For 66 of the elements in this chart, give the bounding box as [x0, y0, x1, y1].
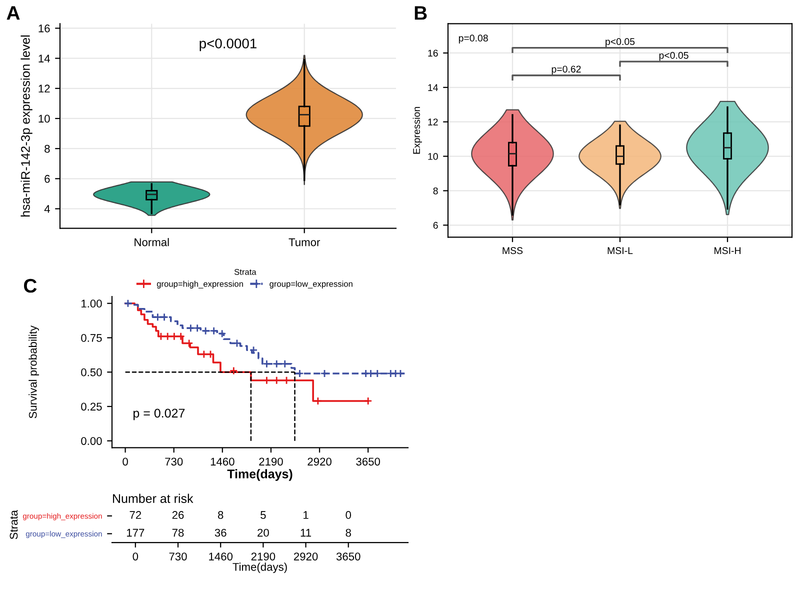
y-tick-label: 6: [44, 174, 50, 183]
x-tick-label: 0: [132, 552, 138, 560]
x-tick-label: 2920: [308, 458, 332, 466]
x-tick-label: 3650: [356, 458, 380, 466]
y-tick-label: 16: [428, 50, 438, 57]
chart-title: B: [414, 6, 427, 20]
annotation: p=0.62: [552, 66, 581, 75]
legend-label: group=low_expression: [270, 280, 352, 288]
x-tick-label: 0: [122, 458, 128, 466]
chart-title: Number at risk: [113, 494, 194, 503]
annotation: p<0.05: [606, 38, 635, 47]
y-axis-title: Strata: [10, 510, 18, 540]
data-label: 20: [258, 528, 269, 537]
x-tick-label: 1460: [210, 458, 234, 466]
x-tick-label: MSI-L: [608, 247, 633, 254]
legend-title: Strata: [234, 268, 256, 275]
x-axis-title: Time(days): [232, 562, 287, 574]
data-label: 8: [346, 528, 351, 537]
y-tick-label: 0.00: [81, 437, 102, 445]
x-tick-label: Tumor: [288, 238, 320, 246]
y-tick-label: 12: [38, 84, 50, 92]
y-tick-label: 4: [44, 205, 50, 213]
y-tick-label: 14: [428, 84, 438, 91]
y-tick-label: 0.25: [81, 402, 102, 411]
x-tick-label: 2190: [259, 458, 283, 466]
y-axis-title: Expression: [412, 107, 422, 154]
chart-title: A: [6, 6, 20, 20]
annotation: p = 0.027: [134, 408, 185, 420]
y-tick-label: 0.50: [81, 368, 102, 376]
x-tick-label: 730: [169, 552, 187, 560]
y-tick-label: 0.75: [81, 334, 102, 342]
x-tick-label: Normal: [134, 238, 169, 246]
y-tick-label: 1.00: [82, 300, 102, 308]
data-label: 177: [127, 528, 144, 537]
x-tick-label: 3650: [336, 552, 360, 560]
y-tick-label: 10: [428, 153, 438, 160]
y-axis-title: hsa-miR-142-3p expression level: [20, 35, 32, 216]
y-tick-label: 6: [433, 222, 438, 229]
y-tick-label: 10: [38, 114, 50, 123]
data-label: 72: [130, 511, 142, 519]
data-label: 78: [172, 528, 184, 537]
x-tick-label: MSS: [502, 247, 523, 254]
data-label: 11: [300, 528, 312, 537]
y-tick-label: 8: [433, 187, 438, 194]
y-axis-title: Survival probability: [28, 326, 39, 418]
data-label: 5: [260, 511, 266, 519]
chart-title: C: [24, 278, 37, 293]
x-tick-label: MSI-H: [714, 247, 740, 254]
annotation: p<0.05: [659, 52, 688, 61]
annotation: p=0.08: [458, 34, 488, 44]
x-tick-label: 2920: [294, 552, 318, 560]
data-label: 1: [304, 511, 308, 519]
data-label: 8: [218, 511, 224, 519]
y-tick-label: 14: [38, 54, 50, 62]
y-tick-label: 16: [38, 24, 50, 32]
x-axis-title: Time(days): [227, 469, 292, 481]
data-label: 26: [172, 511, 184, 519]
x-tick-label: 730: [165, 458, 183, 466]
x-tick-label: 1460: [209, 552, 233, 560]
data-label: 36: [214, 528, 226, 537]
annotation: p<0.0001: [200, 38, 256, 52]
y-tick-label: 12: [428, 118, 438, 126]
y-tick-label: 8: [44, 144, 50, 153]
data-label: 0: [346, 511, 352, 519]
x-tick-label: 2190: [251, 552, 276, 560]
legend-label: group=high_expression: [156, 280, 243, 288]
